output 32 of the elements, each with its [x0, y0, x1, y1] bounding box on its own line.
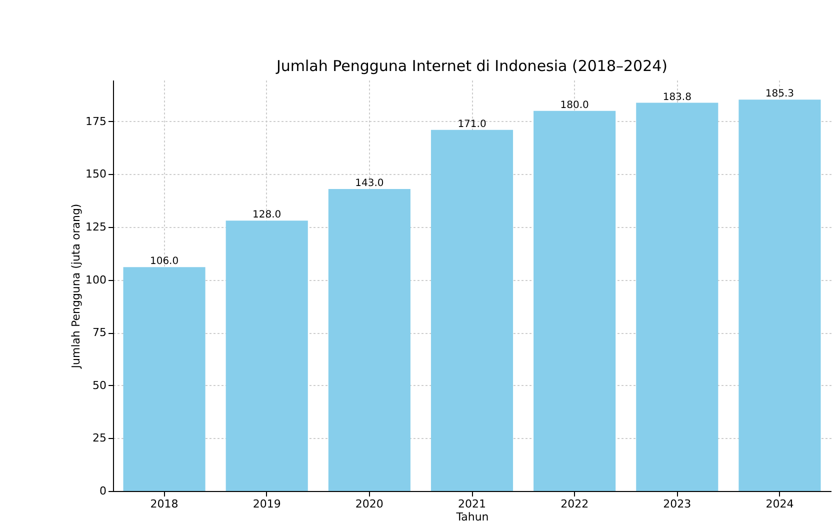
y-tick-label: 0 [100, 484, 106, 498]
bar [738, 100, 821, 491]
y-tick-label: 50 [92, 378, 106, 392]
data-label: 171.0 [458, 118, 486, 130]
bar [430, 130, 514, 491]
y-axis-title: Jumlah Pengguna (juta orang) [70, 204, 83, 370]
data-label: 143.0 [355, 178, 384, 189]
data-label: 106.0 [150, 256, 179, 268]
y-tick-label: 100 [86, 273, 106, 286]
chart-title: Jumlah Pengguna Internet di Indonesia (2018–2024) [275, 57, 668, 75]
data-label: 183.8 [662, 92, 692, 103]
data-label: 180.0 [560, 100, 589, 111]
bar [534, 110, 616, 491]
data-label: 128.0 [252, 210, 282, 221]
x-tick-label: 2023 [663, 498, 692, 510]
x-axis-title: Tahun [455, 510, 489, 523]
y-tick-label: 125 [86, 220, 106, 234]
bar [328, 188, 410, 491]
y-tick-label: 25 [92, 432, 106, 445]
y-tick-label: 75 [92, 326, 106, 340]
bar [636, 102, 718, 491]
bar [123, 267, 206, 491]
x-tick-label: 2018 [150, 498, 178, 510]
x-tick-label: 2021 [458, 498, 486, 510]
x-tick-label: 2020 [355, 498, 384, 510]
data-label: 185.3 [765, 88, 794, 100]
x-tick-label: 2024 [766, 498, 794, 510]
x-tick-label: 2019 [252, 498, 281, 510]
y-tick-label: 175 [86, 114, 106, 128]
x-tick-label: 2022 [560, 498, 589, 510]
y-tick-label: 150 [86, 168, 106, 181]
bar [226, 220, 308, 491]
